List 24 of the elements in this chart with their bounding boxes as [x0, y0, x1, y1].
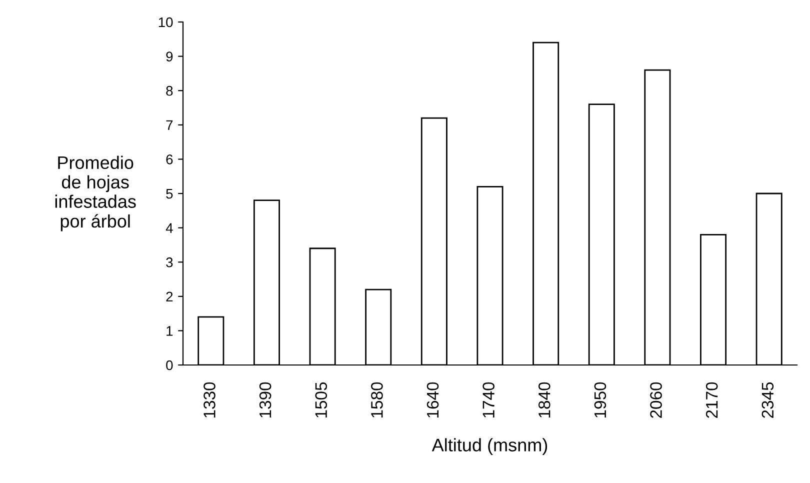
y-tick-label: 7	[166, 120, 173, 130]
x-tick-label: 1580	[371, 382, 383, 418]
x-tick-label: 1840	[538, 382, 550, 418]
x-axis-title: Altitud (msnm)	[432, 438, 548, 456]
y-tick-label: 10	[158, 17, 173, 28]
y-tick-label: 3	[166, 257, 173, 268]
x-tick-label: 1950	[594, 382, 606, 418]
y-tick-label: 8	[166, 86, 173, 96]
y-tick-label: 5	[166, 188, 173, 199]
x-tick-label: 1330	[204, 382, 216, 418]
y-tick-label: 1	[166, 326, 173, 336]
y-tick-label: 0	[166, 360, 173, 370]
y-tick-label: 2	[166, 292, 173, 302]
y-tick-label: 9	[166, 52, 173, 62]
y-axis-title: Promedio de hojas infestadas por árbol	[55, 156, 136, 232]
x-tick-label: 1505	[315, 382, 328, 418]
x-tick-label: 2060	[650, 382, 662, 418]
x-tick-label: 1740	[482, 382, 494, 418]
x-tick-label: 1390	[259, 382, 272, 418]
x-tick-label: 1640	[426, 382, 439, 418]
x-tick-label: 2170	[706, 382, 718, 418]
y-tick-label: 4	[166, 223, 173, 233]
y-tick-label: 6	[166, 154, 173, 164]
x-tick-label: 2345	[762, 382, 774, 418]
